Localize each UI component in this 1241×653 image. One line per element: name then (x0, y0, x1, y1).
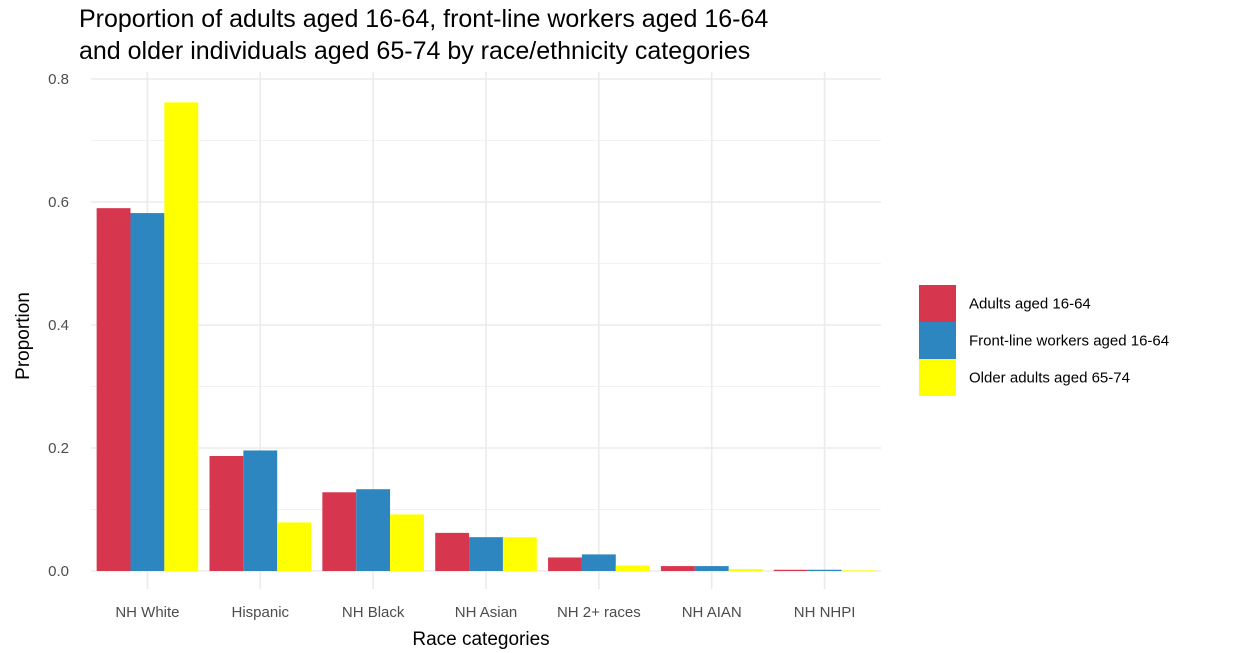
y-axis-ticks: 0.0 0.2 0.4 0.6 0.8 (48, 71, 69, 580)
bar (660, 566, 695, 571)
bar (356, 489, 391, 571)
legend-swatch (919, 359, 956, 396)
bar (435, 532, 470, 571)
bar (209, 455, 244, 571)
y-tick-label: 0.6 (48, 194, 69, 211)
x-tick-label: Hispanic (232, 604, 290, 621)
x-tick-label: NH Black (342, 604, 405, 621)
chart-title-line-1: Proportion of adults aged 16-64, front-l… (79, 5, 768, 33)
x-axis-title: Race categories (412, 629, 549, 650)
legend: Adults aged 16-64 Front-line workers aged… (919, 285, 1169, 396)
x-tick-label: NH White (115, 604, 179, 621)
y-tick-label: 0.2 (48, 440, 69, 457)
bar (841, 570, 876, 571)
bar (322, 492, 357, 571)
x-tick-label: NH AIAN (682, 604, 742, 621)
bar (164, 102, 199, 572)
y-tick-label: 0.0 (48, 563, 69, 580)
bar (130, 213, 165, 571)
bar (773, 569, 808, 571)
x-tick-label: NH Asian (455, 604, 518, 621)
bar (694, 566, 729, 571)
legend-swatch (919, 285, 956, 322)
legend-swatch (919, 322, 956, 359)
bar (807, 569, 842, 571)
bars-group (96, 102, 876, 572)
bar (96, 208, 131, 571)
bar (581, 554, 616, 571)
bar (277, 522, 312, 571)
legend-label: Front-line workers aged 16-64 (969, 333, 1169, 350)
bar (615, 565, 650, 571)
y-tick-label: 0.8 (48, 71, 69, 88)
x-tick-label: NH NHPI (794, 604, 856, 621)
chart-title-line-2: and older individuals aged 65-74 by race… (79, 37, 750, 65)
x-tick-label: NH 2+ races (557, 604, 641, 621)
bar (390, 514, 424, 571)
bar (243, 450, 278, 571)
bar (502, 537, 537, 571)
y-tick-label: 0.4 (48, 317, 69, 334)
x-axis-ticks: NH White Hispanic NH Black NH Asian NH 2+ ra… (115, 604, 855, 621)
bar (548, 557, 582, 571)
bar (469, 537, 503, 571)
legend-label: Adults aged 16-64 (969, 296, 1091, 313)
bar (728, 569, 763, 571)
y-axis-title: Proportion (13, 292, 34, 380)
legend-label: Older adults aged 65-74 (969, 370, 1130, 387)
